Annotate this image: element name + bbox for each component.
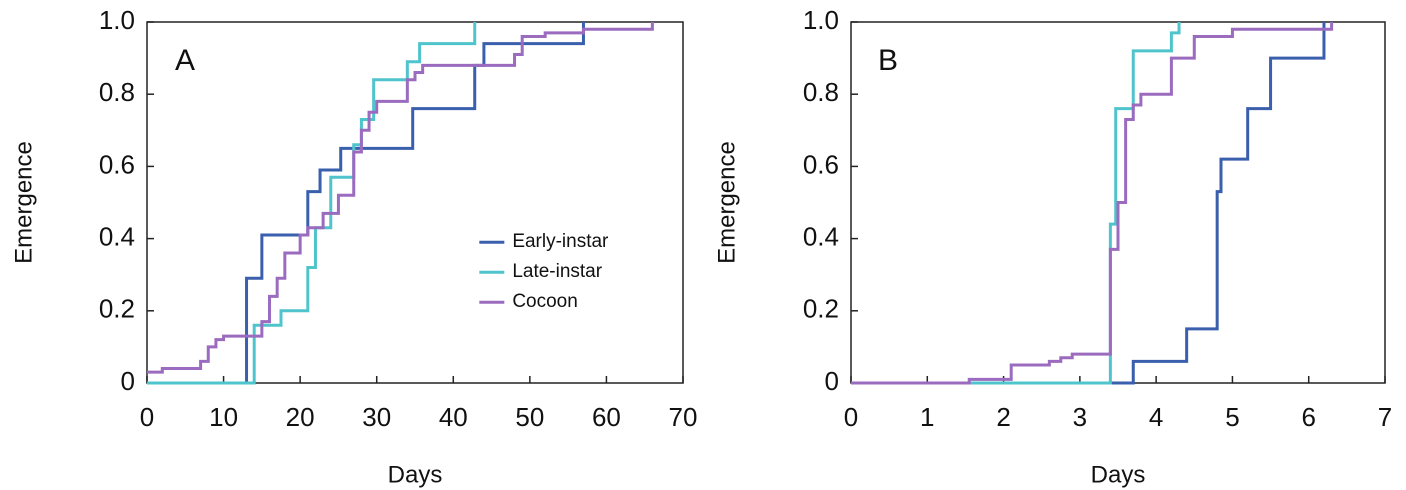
y-tick-label: 0: [121, 366, 135, 396]
y-tick-label: 0.2: [803, 294, 839, 324]
y-axis-label: Emergence: [10, 141, 37, 264]
y-tick-label: 1.0: [99, 5, 135, 35]
x-axis-label: Days: [1091, 461, 1146, 488]
x-tick-label: 20: [286, 402, 315, 432]
x-tick-label: 5: [1225, 402, 1239, 432]
y-tick-label: 0.8: [99, 77, 135, 107]
y-tick-label: 0.6: [803, 149, 839, 179]
x-tick-label: 7: [1378, 402, 1392, 432]
x-tick-label: 1: [920, 402, 934, 432]
y-axis-label: Emergence: [713, 141, 740, 264]
x-tick-label: 70: [669, 402, 698, 432]
x-tick-label: 6: [1301, 402, 1315, 432]
legend-label: Early-instar: [512, 231, 609, 252]
x-tick-label: 3: [1073, 402, 1087, 432]
y-tick-label: 0.4: [99, 221, 135, 251]
x-tick-label: 10: [209, 402, 238, 432]
panel-label: B: [878, 44, 898, 77]
x-tick-label: 2: [996, 402, 1010, 432]
x-tick-label: 0: [140, 402, 154, 432]
legend-label: Late-instar: [512, 261, 602, 282]
x-tick-label: 40: [439, 402, 468, 432]
x-tick-label: 60: [592, 402, 621, 432]
x-tick-label: 30: [362, 402, 391, 432]
y-tick-label: 0: [825, 366, 839, 396]
step-line: [147, 22, 585, 385]
step-line: [851, 22, 1181, 385]
x-tick-label: 0: [844, 402, 858, 432]
x-tick-label: 50: [515, 402, 544, 432]
panel-label: A: [175, 44, 195, 77]
step-line: [851, 22, 1334, 385]
plot-frame: [146, 21, 684, 384]
legend-label: Cocoon: [512, 291, 578, 312]
y-tick-label: 1.0: [803, 5, 839, 35]
step-line: [1110, 22, 1326, 385]
y-tick-label: 0.8: [803, 77, 839, 107]
y-tick-label: 0.4: [803, 221, 839, 251]
y-tick-label: 0.6: [99, 149, 135, 179]
step-line: [147, 22, 477, 385]
x-tick-label: 4: [1149, 402, 1163, 432]
x-axis-label: Days: [388, 461, 443, 488]
y-tick-label: 0.2: [99, 294, 135, 324]
step-line: [147, 22, 654, 374]
